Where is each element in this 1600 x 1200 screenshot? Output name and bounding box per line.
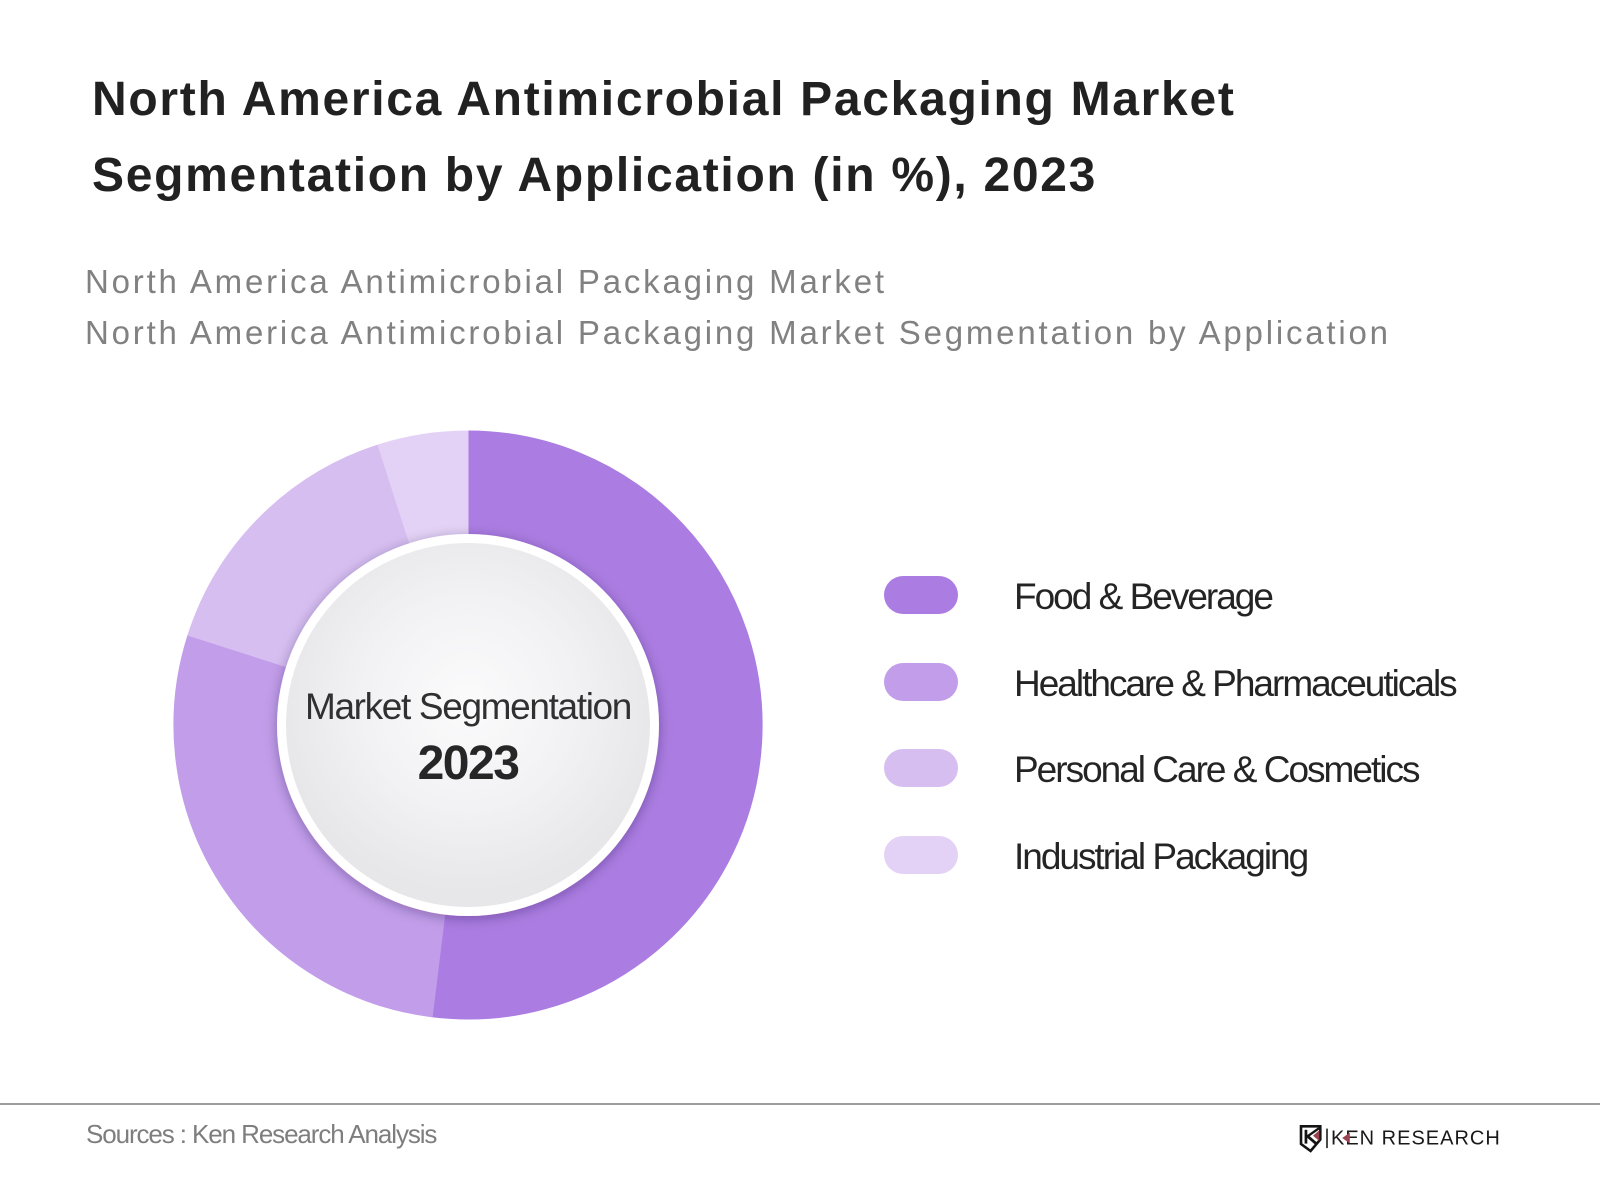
svg-text:KEN RESEARCH: KEN RESEARCH: [1331, 1128, 1501, 1150]
